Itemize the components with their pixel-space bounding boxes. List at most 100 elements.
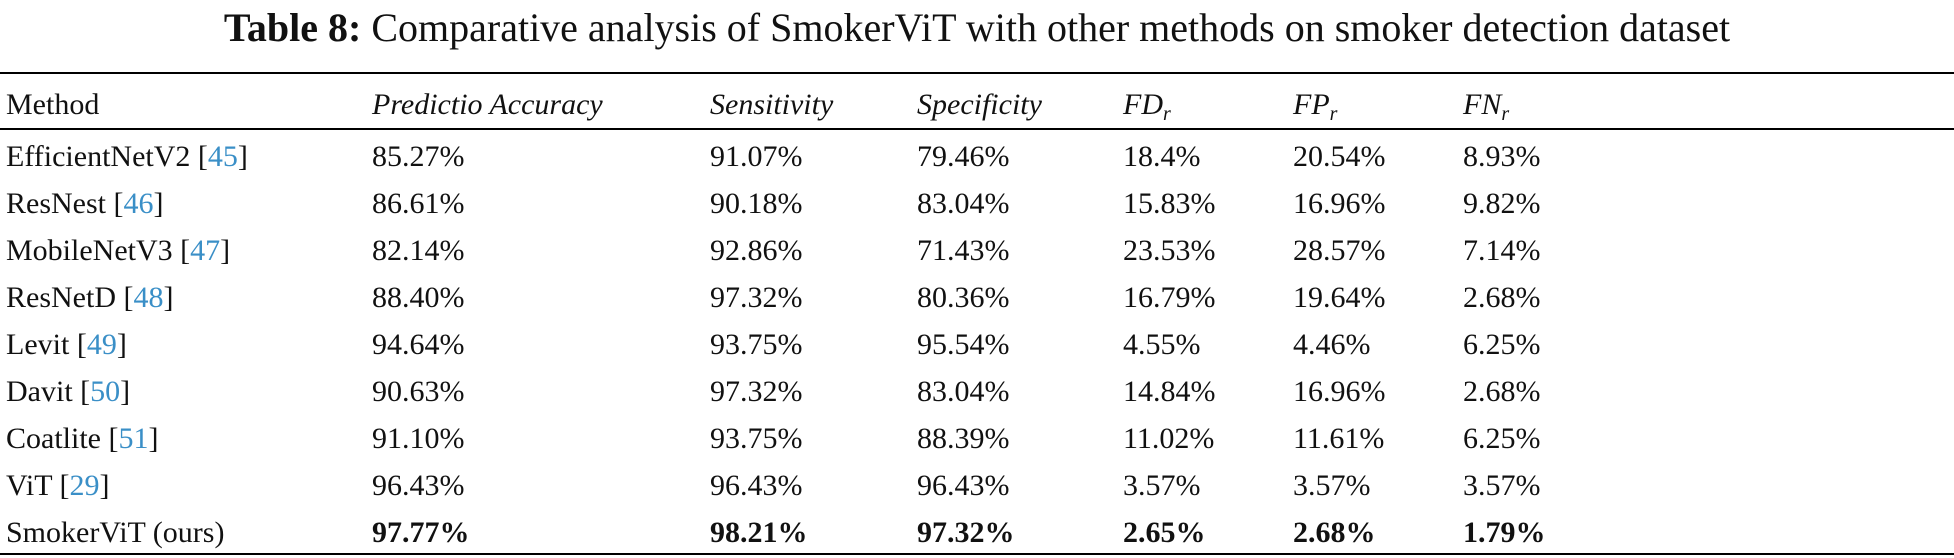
- accuracy-cell: 88.40%: [372, 280, 465, 314]
- fdr-cell: 11.02%: [1123, 421, 1215, 455]
- accuracy-cell: 94.64%: [372, 327, 465, 361]
- fnr-cell: 6.25%: [1463, 327, 1541, 361]
- method-name: Davit: [6, 374, 73, 408]
- fnr-cell: 9.82%: [1463, 186, 1541, 220]
- table-label: Table 8:: [223, 5, 362, 50]
- method-cell: Levit [49]: [6, 327, 127, 361]
- fpr-cell: 28.57%: [1293, 233, 1386, 267]
- sensitivity-cell: 96.43%: [710, 468, 803, 502]
- table-row: Levit [49] 94.64% 93.75% 95.54% 4.55% 4.46% 6.…: [0, 321, 1954, 368]
- fdr-cell: 23.53%: [1123, 233, 1216, 267]
- specificity-cell: 96.43%: [917, 468, 1010, 502]
- method-name: Levit: [6, 327, 70, 361]
- fdr-cell: 16.79%: [1123, 280, 1216, 314]
- header-subscript: r: [1329, 103, 1338, 125]
- accuracy-cell: 97.77%: [372, 515, 470, 549]
- accuracy-cell: 82.14%: [372, 233, 465, 267]
- header-text: FP: [1293, 88, 1330, 121]
- table-row: Coatlite [51] 91.10% 93.75% 88.39% 11.02% 11.…: [0, 415, 1954, 462]
- table-row: ResNetD [48] 88.40% 97.32% 80.36% 16.79% 19.6…: [0, 274, 1954, 321]
- specificity-cell: 88.39%: [917, 421, 1010, 455]
- header-text: FD: [1123, 88, 1163, 121]
- specificity-cell: 80.36%: [917, 280, 1010, 314]
- fdr-cell: 14.84%: [1123, 374, 1216, 408]
- table-caption-text: Comparative analysis of SmokerViT with o…: [371, 5, 1731, 50]
- fpr-cell: 16.96%: [1293, 186, 1386, 220]
- fpr-cell: 19.64%: [1293, 280, 1386, 314]
- citation-link[interactable]: 50: [90, 374, 121, 408]
- method-cell: SmokerViT (ours): [0, 509, 372, 556]
- method-cell: Davit [50]: [6, 374, 131, 408]
- sensitivity-cell: 97.32%: [710, 374, 803, 408]
- bottom-rule: [0, 553, 1954, 555]
- method-cell: MobileNetV3 [47]: [6, 233, 231, 267]
- fdr-header: FDr: [1123, 80, 1293, 130]
- method-cell: EfficientNetV2 [45]: [6, 139, 248, 173]
- method-name: ResNetD: [6, 280, 116, 314]
- method-name: ResNest: [6, 186, 106, 220]
- method-cell: ViT [29]: [6, 468, 110, 502]
- specificity-cell: 97.32%: [917, 515, 1015, 549]
- fdr-cell: 2.65%: [1123, 515, 1206, 549]
- specificity-cell: 83.04%: [917, 186, 1010, 220]
- method-name: MobileNetV3: [6, 233, 173, 267]
- citation-link[interactable]: 45: [207, 139, 238, 173]
- fpr-cell: 20.54%: [1293, 139, 1386, 173]
- fpr-cell: 2.68%: [1293, 515, 1376, 549]
- results-table: Method Predictio Accuracy Sensitivity Speci…: [0, 80, 1954, 556]
- accuracy-cell: 91.10%: [372, 421, 465, 455]
- sensitivity-header: Sensitivity: [710, 80, 917, 130]
- specificity-cell: 71.43%: [917, 233, 1010, 267]
- table-row: EfficientNetV2 [45] 85.27% 91.07% 79.46% 18.…: [0, 130, 1954, 180]
- method-cell: ResNetD [48]: [6, 280, 174, 314]
- accuracy-cell: 96.43%: [372, 468, 465, 502]
- header-text: Sensitivity: [710, 88, 834, 121]
- header-subscript: r: [1501, 103, 1510, 125]
- header-text: FN: [1463, 88, 1502, 121]
- table-row: ViT [29] 96.43% 96.43% 96.43% 3.57% 3.57% 3.57…: [0, 462, 1954, 509]
- header-text: Specificity: [917, 88, 1042, 121]
- sensitivity-cell: 93.75%: [710, 327, 803, 361]
- header-subscript: r: [1163, 103, 1171, 125]
- fnr-cell: 8.93%: [1463, 139, 1541, 173]
- fdr-cell: 4.55%: [1123, 327, 1201, 361]
- fnr-cell: 3.57%: [1463, 468, 1541, 502]
- sensitivity-cell: 98.21%: [710, 515, 808, 549]
- header-rule: [0, 128, 1954, 130]
- method-name: EfficientNetV2: [6, 139, 191, 173]
- fnr-cell: 2.68%: [1463, 280, 1541, 314]
- top-rule: [0, 72, 1954, 74]
- fdr-cell: 18.4%: [1123, 139, 1201, 173]
- sensitivity-cell: 91.07%: [710, 139, 803, 173]
- table-caption: Table 8: Comparative analysis of SmokerVi…: [0, 0, 1954, 54]
- fnr-cell: 7.14%: [1463, 233, 1541, 267]
- citation-link[interactable]: 46: [123, 186, 154, 220]
- fdr-cell: 3.57%: [1123, 468, 1201, 502]
- citation-link[interactable]: 29: [69, 468, 100, 502]
- accuracy-cell: 86.61%: [372, 186, 465, 220]
- method-cell: Coatlite [51]: [6, 421, 159, 455]
- citation-link[interactable]: 47: [190, 233, 221, 267]
- citation-link[interactable]: 51: [118, 421, 149, 455]
- specificity-cell: 79.46%: [917, 139, 1010, 173]
- citation-link[interactable]: 49: [86, 327, 117, 361]
- method-name: SmokerViT (ours): [6, 515, 225, 549]
- method-name: ViT: [6, 468, 52, 502]
- accuracy-cell: 85.27%: [372, 139, 465, 173]
- fnr-cell: 1.79%: [1463, 515, 1546, 549]
- table-body: EfficientNetV2 [45] 85.27% 91.07% 79.46% 18.…: [0, 130, 1954, 556]
- header-text: Method: [6, 88, 100, 121]
- header-row: Method Predictio Accuracy Sensitivity Speci…: [0, 80, 1954, 130]
- specificity-cell: 95.54%: [917, 327, 1010, 361]
- fnr-header: FNr: [1463, 80, 1954, 130]
- specificity-header: Specificity: [917, 80, 1123, 130]
- table-row: SmokerViT (ours) 97.77% 98.21% 97.32% 2.65% 2…: [0, 509, 1954, 556]
- specificity-cell: 83.04%: [917, 374, 1010, 408]
- fnr-cell: 6.25%: [1463, 421, 1541, 455]
- fpr-cell: 11.61%: [1293, 421, 1385, 455]
- citation-link[interactable]: 48: [133, 280, 164, 314]
- table-row: ResNest [46] 86.61% 90.18% 83.04% 15.83% 16.9…: [0, 180, 1954, 227]
- sensitivity-cell: 93.75%: [710, 421, 803, 455]
- accuracy-cell: 90.63%: [372, 374, 465, 408]
- header-text: Predictio Accuracy: [372, 88, 603, 121]
